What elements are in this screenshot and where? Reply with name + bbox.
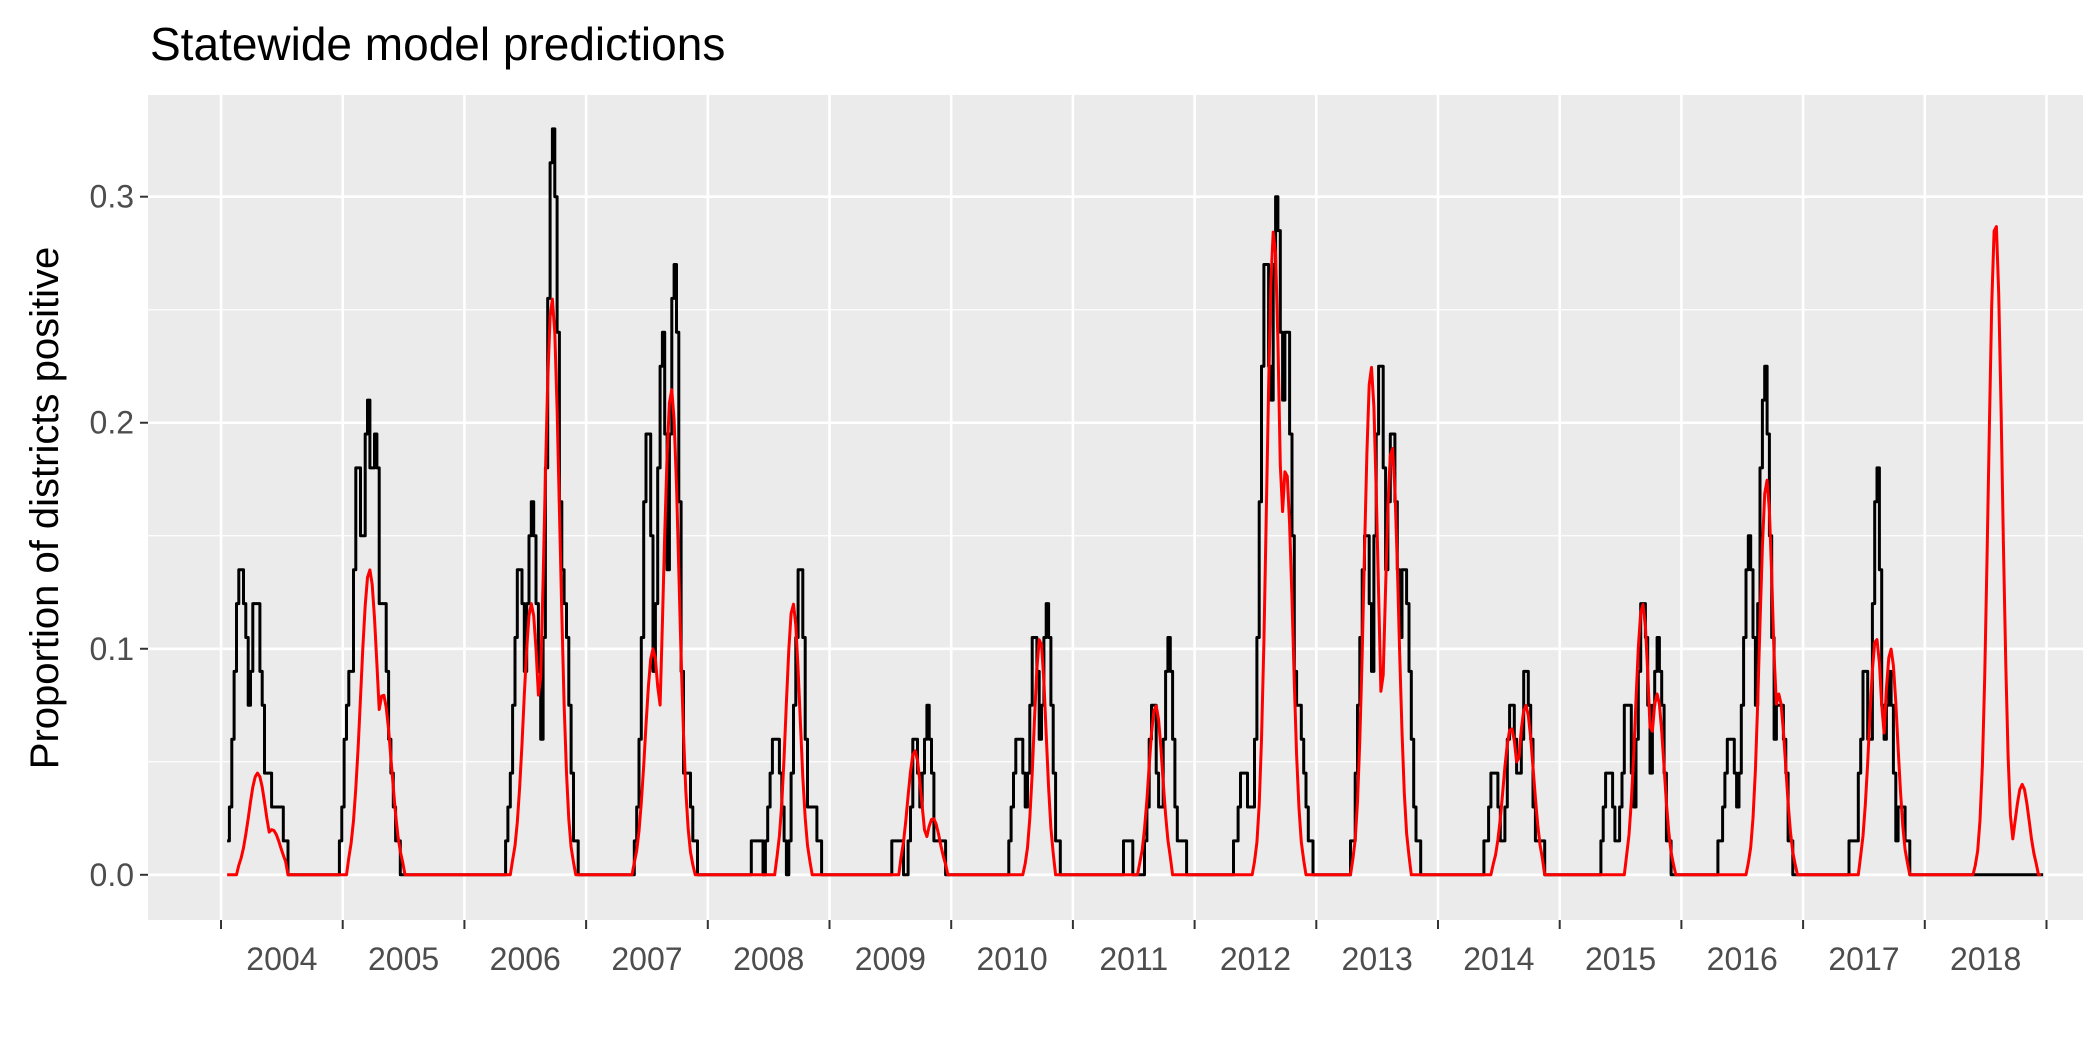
y-tick-label: 0.2 [90, 405, 134, 441]
plot-panel [148, 95, 2083, 920]
y-tick-label: 0.0 [90, 857, 134, 893]
x-tick-label: 2014 [1463, 941, 1534, 977]
y-axis-label: Proportion of districts positive [23, 247, 67, 769]
series-line-observed [227, 127, 2044, 877]
x-tick-label: 2009 [855, 941, 926, 977]
x-tick-label: 2013 [1342, 941, 1413, 977]
series-line-predicted [227, 225, 2041, 877]
y-tick-label: 0.3 [90, 179, 134, 215]
series-layer [227, 127, 2044, 877]
x-tick-label: 2018 [1950, 941, 2021, 977]
y-axis: 0.0 0.1 0.2 0.3 [90, 179, 148, 893]
grid-major [148, 95, 2083, 920]
x-tick-label: 2011 [1099, 941, 1168, 977]
x-tick-label: 2016 [1707, 941, 1778, 977]
x-tick-label: 2017 [1828, 941, 1899, 977]
x-axis: 2004 2005 2006 2007 2008 2009 2010 2011 2012 2013… [220, 920, 2048, 977]
x-tick-label: 2007 [611, 941, 682, 977]
x-tick-label: 2010 [976, 941, 1047, 977]
y-tick-label: 0.1 [90, 631, 134, 667]
x-tick-label: 2008 [733, 941, 804, 977]
x-tick-label: 2015 [1585, 941, 1656, 977]
x-tick-label: 2012 [1220, 941, 1291, 977]
x-tick-label: 2006 [490, 941, 561, 977]
chart-title: Statewide model predictions [150, 18, 725, 70]
x-tick-label: 2005 [368, 941, 439, 977]
x-tick-label: 2004 [246, 941, 317, 977]
